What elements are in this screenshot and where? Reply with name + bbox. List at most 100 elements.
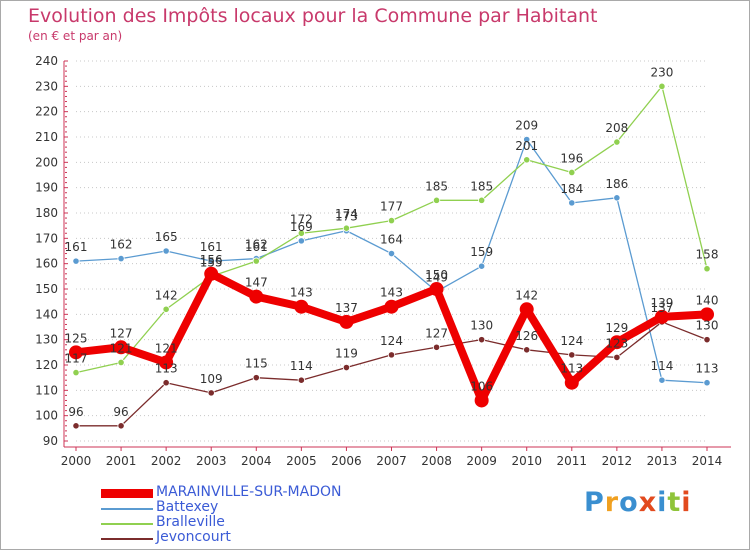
data-point bbox=[252, 374, 260, 382]
data-label: 114 bbox=[650, 359, 673, 373]
data-point bbox=[342, 224, 351, 232]
data-label: 177 bbox=[380, 200, 403, 214]
data-point bbox=[249, 289, 264, 304]
x-tick-label: 2008 bbox=[421, 454, 452, 468]
data-point bbox=[387, 217, 396, 225]
data-point bbox=[658, 82, 666, 90]
logo-letter: r bbox=[604, 487, 620, 518]
data-label: 162 bbox=[245, 238, 268, 252]
data-point bbox=[204, 266, 219, 281]
data-label: 143 bbox=[290, 286, 313, 300]
data-label: 230 bbox=[650, 65, 673, 79]
x-tick-label: 2003 bbox=[196, 454, 227, 468]
data-point bbox=[294, 299, 309, 314]
data-point bbox=[297, 237, 305, 245]
data-label: 174 bbox=[335, 207, 358, 221]
data-point bbox=[117, 255, 125, 263]
data-label: 161 bbox=[65, 240, 88, 254]
data-label: 143 bbox=[380, 286, 403, 300]
data-label: 117 bbox=[65, 352, 88, 366]
logo-letter: P bbox=[584, 487, 605, 518]
data-point bbox=[159, 355, 174, 370]
data-point bbox=[72, 257, 80, 265]
data-label: 155 bbox=[200, 255, 223, 269]
data-point bbox=[387, 351, 396, 359]
data-point bbox=[72, 368, 80, 377]
data-point bbox=[523, 156, 531, 164]
data-point bbox=[162, 247, 170, 255]
y-tick-label: 220 bbox=[35, 105, 58, 119]
data-label: 159 bbox=[470, 245, 493, 259]
data-point bbox=[523, 346, 531, 354]
data-point bbox=[613, 138, 621, 146]
data-label: 123 bbox=[605, 336, 628, 350]
data-label: 114 bbox=[290, 359, 313, 373]
data-label: 162 bbox=[110, 238, 133, 252]
data-label: 142 bbox=[155, 288, 178, 302]
data-label: 201 bbox=[515, 139, 538, 153]
data-point bbox=[478, 262, 486, 270]
y-tick-label: 100 bbox=[35, 409, 58, 423]
x-tick-label: 2009 bbox=[466, 454, 497, 468]
data-point bbox=[519, 302, 534, 317]
data-point bbox=[568, 351, 576, 359]
data-point bbox=[114, 340, 129, 355]
data-label: 156 bbox=[200, 253, 223, 267]
y-tick-label: 210 bbox=[35, 130, 58, 144]
data-label: 161 bbox=[200, 240, 223, 254]
data-label: 209 bbox=[515, 119, 538, 133]
y-tick-label: 130 bbox=[35, 333, 58, 347]
data-point bbox=[72, 422, 80, 430]
chart-subtitle: (en € et par an) bbox=[28, 29, 123, 43]
legend-label: MARAINVILLE-SUR-MADON bbox=[156, 484, 342, 500]
y-tick-label: 150 bbox=[35, 282, 58, 296]
logo-letter: i bbox=[681, 487, 692, 518]
legend-swatch bbox=[101, 489, 153, 498]
data-point bbox=[568, 199, 576, 207]
x-tick-label: 2006 bbox=[331, 454, 362, 468]
data-label: 184 bbox=[560, 182, 583, 196]
proxiti-logo: Proxiti bbox=[584, 487, 692, 518]
data-point bbox=[613, 353, 621, 361]
data-point bbox=[703, 336, 711, 344]
data-label: 126 bbox=[515, 329, 538, 343]
data-label: 158 bbox=[696, 248, 719, 262]
data-point bbox=[339, 314, 354, 329]
data-label: 130 bbox=[696, 319, 719, 333]
data-point bbox=[564, 375, 579, 390]
data-label: 96 bbox=[113, 405, 128, 419]
data-point bbox=[117, 422, 125, 430]
data-label: 185 bbox=[425, 179, 448, 193]
data-point bbox=[703, 265, 711, 273]
chart-title: Evolution des Impôts locaux pour la Comm… bbox=[28, 5, 598, 27]
data-label: 165 bbox=[155, 230, 178, 244]
data-label: 106 bbox=[470, 379, 493, 393]
data-label: 147 bbox=[245, 276, 268, 290]
data-label: 137 bbox=[650, 301, 673, 315]
logo-letter: x bbox=[638, 487, 658, 518]
data-label: 129 bbox=[605, 321, 628, 335]
y-tick-label: 230 bbox=[35, 79, 58, 93]
data-point bbox=[478, 336, 486, 344]
data-label: 140 bbox=[696, 293, 719, 307]
data-point bbox=[609, 335, 624, 350]
data-label: 186 bbox=[605, 177, 628, 191]
legend-label: Bralleville bbox=[156, 514, 225, 530]
data-point bbox=[162, 305, 170, 313]
y-tick-label: 200 bbox=[35, 155, 58, 169]
y-tick-label: 160 bbox=[35, 257, 58, 271]
data-label: 169 bbox=[290, 220, 313, 234]
data-label: 121 bbox=[110, 341, 133, 355]
data-label: 208 bbox=[605, 121, 628, 135]
data-point bbox=[207, 257, 215, 265]
data-label: 142 bbox=[515, 288, 538, 302]
y-tick-label: 190 bbox=[35, 181, 58, 195]
series-lines bbox=[69, 82, 714, 430]
data-point bbox=[252, 257, 260, 265]
logo-letter: i bbox=[657, 487, 668, 518]
logo-letter: t bbox=[667, 487, 682, 518]
data-point bbox=[297, 229, 305, 237]
data-label: 109 bbox=[200, 372, 223, 386]
x-tick-label: 2014 bbox=[692, 454, 723, 468]
